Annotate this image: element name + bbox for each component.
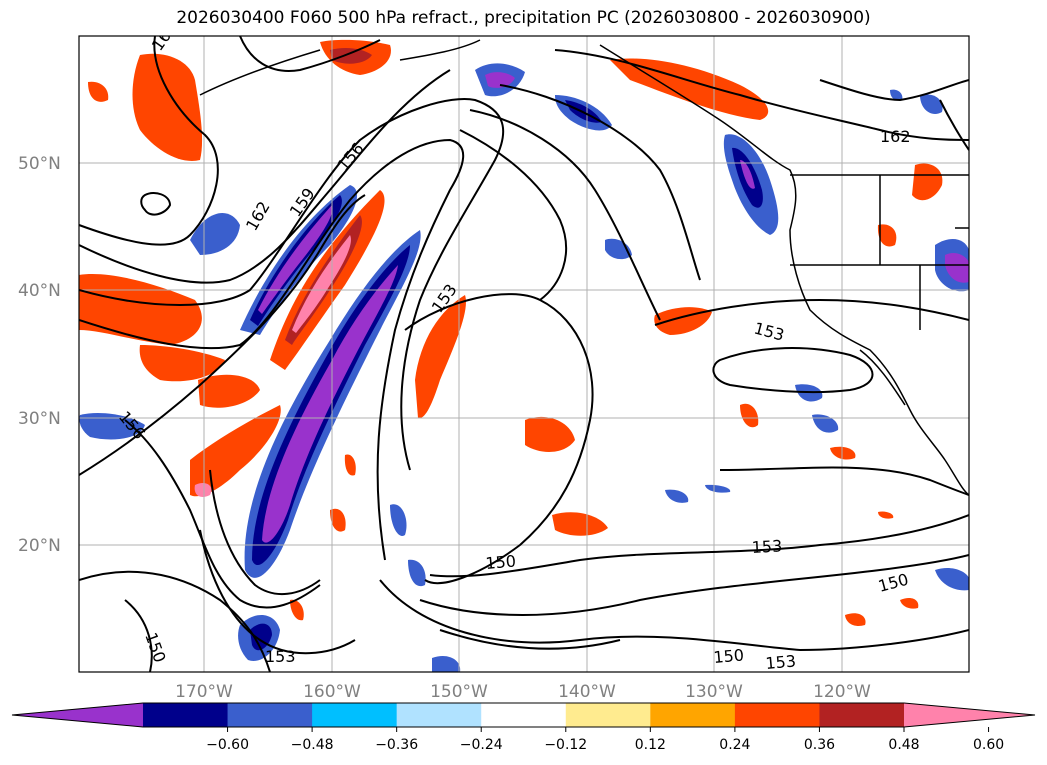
colorbar-tick-label: −0.36 [375,737,418,753]
colorbar: −0.60 −0.48 −0.36 −0.24 −0.12 0.12 0.24 0.36 0.4… [11,702,1036,753]
contour-label: 162 [242,198,274,234]
lon-label: 140°W [558,682,616,702]
colorbar-tick-label: 0.24 [719,737,750,753]
lat-label: 30°N [18,409,61,429]
map-title: 2026030400 F060 500 hPa refract., precip… [176,8,871,28]
colorbar-segment [396,703,482,727]
lon-label: 130°W [685,682,743,702]
lon-label: 120°W [813,682,871,702]
contour-label: 153 [765,651,797,673]
contour-label: 156 [334,139,368,175]
colorbar-tick-label: −0.48 [291,737,334,753]
colorbar-outline [11,702,1036,728]
colorbar-tick-label: 0.60 [973,737,1004,753]
coastline [199,39,969,496]
colorbar-segment [312,703,398,727]
lon-label: 160°W [303,682,361,702]
contour-label: 150 [713,645,745,667]
contours [79,36,969,672]
contour-label: 159 [286,184,319,220]
latitude-labels: 50°N 40°N 30°N 20°N [18,154,61,556]
contour-label: 162 [880,127,911,146]
colorbar-segment [734,703,820,727]
colorbar-segment [819,703,905,727]
colorbar-extend-low [12,703,143,727]
colorbar-extend-high [904,703,1035,727]
colorbar-segment [565,703,651,727]
contour-label: 150 [485,551,517,573]
contour-label: 153 [751,536,782,557]
colorbar-segment [143,703,229,727]
lon-label: 170°W [175,682,233,702]
colorbar-tick-label: −0.24 [460,737,503,753]
contour-label: 153 [752,319,786,345]
shaded-fields [79,39,969,672]
contour-label: 150 [141,630,169,665]
colorbar-tick-label: 0.48 [888,737,919,753]
contour-label: 153 [265,647,296,666]
colorbar-segment [481,703,567,727]
lat-label: 40°N [18,281,61,301]
longitude-labels: 170°W 160°W 150°W 140°W 130°W 120°W [175,682,871,702]
colorbar-tick-label: −0.12 [544,737,587,753]
lon-label: 150°W [430,682,488,702]
contour-label: 150 [876,570,910,596]
colorbar-segment [650,703,736,727]
colorbar-tick-label: 0.36 [804,737,835,753]
map-frame [78,35,970,673]
colorbar-tick-label: 0.12 [635,737,666,753]
colorbar-segment [227,703,313,727]
lat-label: 50°N [18,154,61,174]
lat-label: 20°N [18,536,61,556]
colorbar-tick-label: −0.60 [206,737,249,753]
